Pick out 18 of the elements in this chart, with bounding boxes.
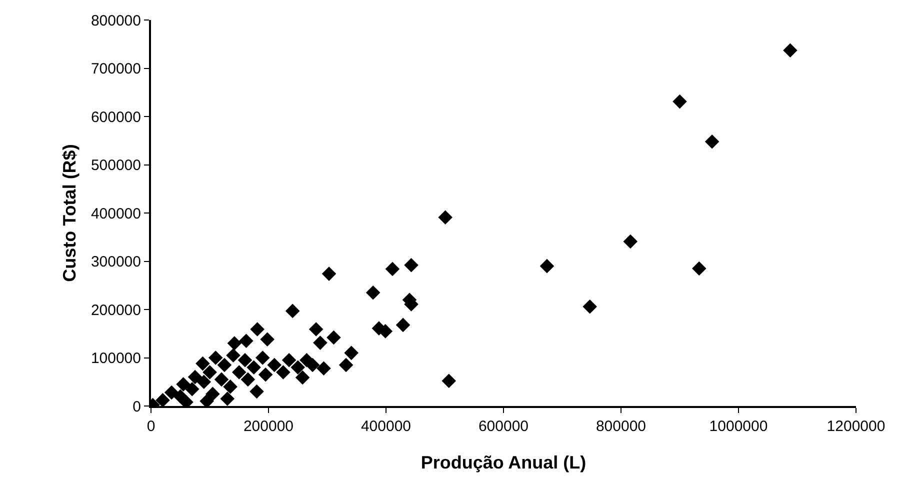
y-tick-label: 0 <box>132 398 141 416</box>
y-tick-label: 100000 <box>90 350 141 367</box>
y-tick-label: 400000 <box>90 205 141 222</box>
y-axis-title: Custo Total (R$) <box>60 144 80 282</box>
y-tick-label: 300000 <box>90 254 141 270</box>
y-tick-label: 800000 <box>90 12 141 30</box>
x-tick-label: 200000 <box>243 418 294 435</box>
x-axis-title: Produção Anual (L) <box>420 452 586 473</box>
y-tick-label: 200000 <box>90 302 141 319</box>
x-tick-label: 600000 <box>478 418 529 435</box>
x-tick-label: 1200000 <box>826 418 886 435</box>
y-tick-label: 700000 <box>90 60 141 78</box>
y-tick-label: 600000 <box>90 108 141 126</box>
x-tick-label: 400000 <box>360 418 412 435</box>
x-tick-label: 0 <box>146 418 156 435</box>
x-tick-label: 800000 <box>596 418 646 435</box>
y-tick-label: 500000 <box>90 157 141 174</box>
x-tick-label: 1000000 <box>709 418 768 435</box>
